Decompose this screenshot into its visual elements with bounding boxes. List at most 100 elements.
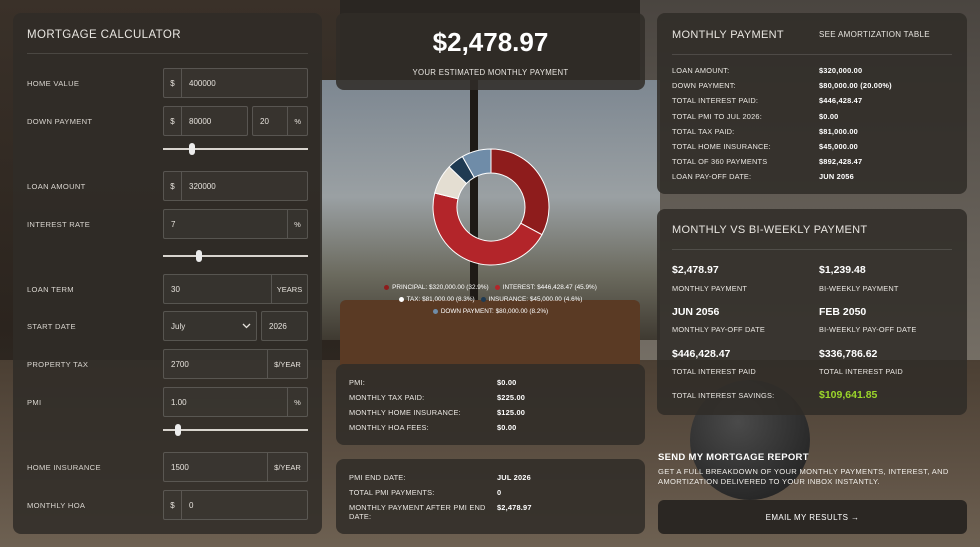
summary-row-label: TOTAL TAX PAID: [672,126,735,136]
loan-amount-label: LOAN AMOUNT [27,182,86,191]
pmi-end-card: PMI END DATE: JUL 2026 TOTAL PMI PAYMENT… [336,459,645,534]
home-insurance-input[interactable]: 1500 $/YEAR [163,452,308,482]
monthly-payment-title: MONTHLY PAYMENT [672,29,784,41]
slider-knob[interactable] [174,424,181,436]
legend-label: DOWN PAYMENT: $80,000.00 (8.2%) [440,308,549,315]
monthly-costs-card: PMI: $0.00 MONTHLY TAX PAID: $225.00 MON… [336,364,645,445]
summary-row-value: $80,000.00 (20.00%) [819,81,892,91]
interest-rate-value: 7 [171,219,176,229]
interest-savings-value: $109,641.85 [819,389,878,401]
chart-legend-row-3: DOWN PAYMENT: $80,000.00 (8.2%) [336,308,645,316]
monthly-hoa-input[interactable]: $ 0 [163,490,308,520]
summary-row-value: $320,000.00 [819,66,863,75]
monthly-interest-value: $446,428.47 [672,348,731,360]
summary-row-value: $446,428.47 [819,96,863,106]
home-value-label: HOME VALUE [27,79,80,88]
estimated-payment-card: $2,478.97 YOUR ESTIMATED MONTHLY PAYMENT [336,13,645,90]
biweekly-title: MONTHLY VS BI-WEEKLY PAYMENT [672,224,868,236]
divider [27,53,308,54]
payment-after-pmi-label: MONTHLY PAYMENT AFTER PMI END [349,503,486,512]
monthly-tax-value: $225.00 [497,393,526,402]
down-payment-label: DOWN PAYMENT [27,117,93,126]
legend-item: PRINCIPAL: $320,000.00 (32.9%) [384,284,489,291]
summary-row-value: $45,000.00 [819,142,858,151]
loan-term-label: LOAN TERM [27,285,74,294]
divider [672,249,952,250]
donut-chart [432,148,550,266]
down-payment-amount-input[interactable]: $ 80000 [163,106,248,136]
chevron-down-icon [236,323,256,329]
start-year-input[interactable]: 2026 [261,311,308,341]
down-payment-percent-input[interactable]: 20 % [252,106,308,136]
donut-slice [461,148,492,179]
legend-item: INSURANCE: $45,000.00 (4.6%) [480,296,582,303]
payment-breakdown-chart: PRINCIPAL: $320,000.00 (32.9%) INTEREST: … [336,140,645,320]
summary-row-label: LOAN PAY-OFF DATE: [672,172,752,182]
biweekly-payment-value: $1,239.48 [819,264,866,276]
start-month-select[interactable]: July [163,311,257,341]
years-suffix: YEARS [271,275,307,303]
monthly-tax-label: MONTHLY TAX PAID: [349,393,425,402]
donut-slice [490,148,550,236]
legend-swatch [384,285,390,290]
slider-knob[interactable] [189,143,195,155]
currency-prefix: $ [164,69,182,97]
summary-row-label: TOTAL HOME INSURANCE: [672,142,771,151]
calculator-title: MORTGAGE CALCULATOR [27,29,181,41]
legend-item: DOWN PAYMENT: $80,000.00 (8.2%) [432,308,549,315]
legend-swatch [398,297,404,302]
email-results-button[interactable]: EMAIL MY RESULTS → [658,500,967,534]
slider-knob[interactable] [196,250,203,262]
monthly-insurance-label: MONTHLY HOME INSURANCE: [349,408,461,417]
start-year-value: 2026 [269,321,287,331]
pmi-value: 1.00 [171,397,187,407]
loan-term-input[interactable]: 30 YEARS [163,274,308,304]
loan-amount-input[interactable]: $ 320000 [163,171,308,201]
biweekly-payoff-value: FEB 2050 [819,306,867,318]
legend-swatch [432,309,438,314]
total-pmi-payments-label: TOTAL PMI PAYMENTS: [349,488,435,497]
biweekly-payment-caption: BI-WEEKLY PAYMENT [819,284,899,293]
summary-row-label: TOTAL OF 360 PAYMENTS [672,157,768,167]
loan-term-value: 30 [171,284,180,294]
monthly-payment-value: $2,478.97 [672,264,719,276]
loan-amount-value: 320000 [189,181,216,191]
monthly-insurance-value: $125.00 [497,408,526,417]
monthly-payment-caption: MONTHLY PAYMENT [672,284,748,293]
legend-label: INTEREST: $446,428.47 (45.9%) [502,284,597,291]
donut-slice [432,192,543,266]
property-tax-input[interactable]: 2700 $/YEAR [163,349,308,379]
summary-row-label: LOAN AMOUNT: [672,66,730,75]
estimated-payment-caption: YOUR ESTIMATED MONTHLY PAYMENT [412,68,569,77]
legend-label: PRINCIPAL: $320,000.00 (32.9%) [392,284,489,291]
pmi-row-value: $0.00 [497,378,517,387]
home-value-input[interactable]: $ 400000 [163,68,308,98]
monthly-hoa-value: 0 [189,500,194,510]
biweekly-payoff-caption: BI-WEEKLY PAY-OFF DATE [819,325,917,334]
property-tax-label: PROPERTY TAX [27,360,89,369]
payment-after-pmi-label-2: DATE: [349,512,372,521]
summary-row-label: DOWN PAYMENT: [672,81,736,91]
down-payment-slider[interactable] [163,143,308,155]
down-payment-percent: 20 [260,116,269,126]
pmi-slider[interactable] [163,424,308,436]
currency-prefix: $ [164,491,182,519]
estimated-monthly-payment: $2,478.97 [432,27,549,57]
monthly-payoff-caption: MONTHLY PAY-OFF DATE [672,325,765,334]
home-value-value: 400000 [189,78,216,88]
total-pmi-payments-value: 0 [497,488,502,497]
start-month-value: July [171,321,186,331]
monthly-interest-caption: TOTAL INTEREST PAID [672,367,756,376]
legend-label: TAX: $81,000.00 (8.3%) [406,296,475,303]
interest-savings-label: TOTAL INTEREST SAVINGS: [672,391,775,400]
down-payment-value: 80000 [189,116,212,126]
pmi-end-date-value: JUL 2026 [497,473,531,482]
summary-row-label: TOTAL PMI TO JUL 2026: [672,111,762,121]
interest-rate-slider[interactable] [163,250,308,262]
pmi-input[interactable]: 1.00 % [163,387,308,417]
summary-row-value: $81,000.00 [819,126,858,136]
interest-rate-input[interactable]: 7 % [163,209,308,239]
amortization-table-link[interactable]: SEE AMORTIZATION TABLE [819,30,930,39]
interest-rate-label: INTEREST RATE [27,220,91,229]
biweekly-interest-caption: TOTAL INTEREST PAID [819,367,903,376]
